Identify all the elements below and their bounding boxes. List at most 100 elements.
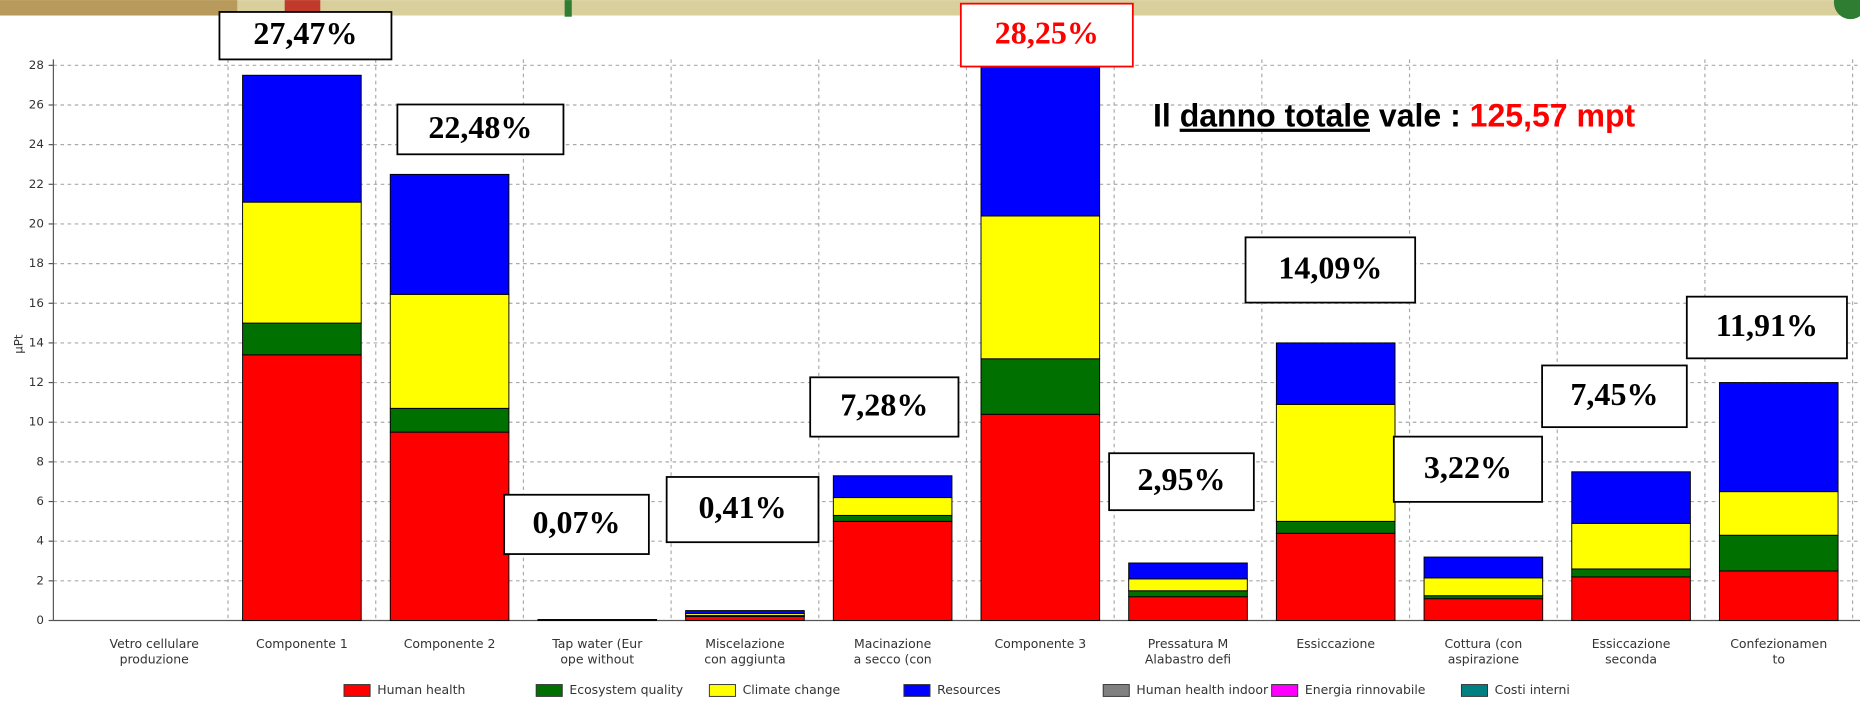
- percent-label: 0,41%: [699, 489, 787, 525]
- legend-label: Human health indoor: [1136, 682, 1269, 697]
- bar-segment: [389, 407, 510, 433]
- x-tick-label: Miscelazione con aggiunta: [704, 636, 785, 666]
- percent-box: [396, 103, 565, 156]
- percent-label: 3,22%: [1424, 449, 1512, 485]
- legend-swatch: [903, 684, 931, 697]
- bar-segment: [1571, 471, 1691, 524]
- x-tick-label: Tap water (Eur ope without: [551, 636, 643, 666]
- x-tick-label: Componente 1: [256, 636, 348, 651]
- percent-label: 0,07%: [532, 504, 620, 540]
- percent-label: 27,47%: [253, 15, 357, 51]
- bar-segment: [242, 201, 362, 324]
- bar-segment: [1275, 403, 1396, 522]
- bar-segment: [1275, 520, 1396, 534]
- percent-label: 28,25%: [995, 15, 1099, 51]
- percent-label: 2,95%: [1137, 461, 1225, 497]
- percent-box: [809, 376, 960, 438]
- bar-segment: [980, 64, 1101, 217]
- legend-swatch: [343, 684, 371, 697]
- y-tick-label: 8: [36, 454, 44, 468]
- y-tick-label: 4: [36, 534, 44, 548]
- bar-segment: [1275, 342, 1396, 405]
- legend-label: Climate change: [743, 682, 841, 697]
- bar-segment: [1423, 577, 1544, 597]
- legend-swatch: [535, 684, 563, 697]
- bar-segment: [1718, 570, 1839, 621]
- bar-segment: [389, 431, 510, 621]
- bar-segment: [1718, 491, 1839, 536]
- y-tick-label: 16: [29, 296, 44, 310]
- bar-segment: [537, 619, 658, 621]
- x-tick-label: Essiccazione: [1296, 636, 1375, 651]
- percent-box: [1244, 236, 1417, 304]
- y-tick-label: 18: [29, 256, 44, 270]
- legend-label: Human health: [377, 682, 465, 697]
- x-tick-label: Confezionamen to: [1730, 636, 1827, 666]
- bar-segment: [1571, 522, 1691, 570]
- y-tick-label: 2: [36, 573, 44, 587]
- bar-segment: [1128, 578, 1248, 592]
- percent-box: [665, 476, 820, 544]
- percent-label: 7,28%: [840, 387, 928, 423]
- legend-swatch: [1460, 684, 1488, 697]
- y-tick-label: 20: [29, 216, 44, 230]
- x-tick-label: Vetro cellulare produzione: [110, 636, 199, 666]
- header-decoration: [564, 0, 572, 17]
- bar-segment: [389, 173, 510, 295]
- legend-swatch: [1102, 684, 1130, 697]
- total-note: Il danno totale vale : 125,57 mpt: [1153, 98, 1636, 134]
- bar-segment: [832, 497, 953, 516]
- percent-box: [218, 11, 393, 61]
- y-tick-label: 26: [29, 97, 44, 111]
- legend-label: Ecosystem quality: [569, 682, 683, 697]
- bar-segment: [832, 520, 953, 621]
- legend-label: Resources: [937, 682, 1001, 697]
- legend-label: Energia rinnovabile: [1305, 682, 1426, 697]
- percent-box: [1541, 364, 1688, 429]
- y-tick-label: 24: [29, 137, 44, 151]
- bar-segment: [980, 413, 1101, 621]
- total-note-part: 125,57 mpt: [1470, 98, 1636, 134]
- bar-segment: [832, 475, 953, 499]
- y-axis-label: µPt: [11, 334, 25, 354]
- x-tick-label: Cottura (con aspirazione: [1444, 636, 1522, 666]
- legend-swatch: [1271, 684, 1299, 697]
- bar-segment: [832, 514, 953, 522]
- bar-segment: [685, 616, 805, 621]
- bar-segment: [1571, 576, 1691, 621]
- y-tick-label: 12: [29, 375, 44, 389]
- percent-box: [503, 493, 650, 555]
- bar-segment: [1275, 532, 1396, 621]
- x-tick-label: Pressatura M Alabastro defi: [1145, 636, 1231, 666]
- legend-swatch: [708, 684, 736, 697]
- header-decoration: [0, 0, 238, 16]
- x-tick-label: Macinazione a secco (con: [854, 636, 932, 666]
- x-tick-label: Essiccazione seconda: [1592, 636, 1671, 666]
- bar-segment: [1128, 596, 1248, 621]
- y-tick-label: 0: [36, 613, 44, 627]
- x-tick-label: Componente 3: [994, 636, 1086, 651]
- header-strip: [0, 0, 1860, 16]
- bar-segment: [1423, 556, 1544, 579]
- bar-segment: [1718, 382, 1839, 493]
- bar-segment: [980, 215, 1101, 360]
- bar-segment: [1128, 590, 1248, 598]
- percent-box: [1685, 295, 1848, 360]
- total-note-part: danno totale: [1180, 98, 1370, 134]
- y-tick-label: 14: [29, 335, 44, 349]
- bar-segment: [1423, 598, 1544, 621]
- bar-segment: [685, 610, 805, 615]
- y-tick-label: 22: [29, 177, 44, 191]
- bar-segment: [242, 354, 362, 621]
- percent-label: 7,45%: [1570, 376, 1658, 412]
- y-tick-label: 10: [29, 415, 44, 429]
- bar-segment: [389, 293, 510, 409]
- bar-segment: [1718, 534, 1839, 572]
- bar-segment: [242, 322, 362, 356]
- bar-segment: [1571, 568, 1691, 578]
- y-tick-label: 28: [29, 58, 44, 72]
- x-tick-label: Componente 2: [404, 636, 496, 651]
- bar-segment: [1128, 562, 1248, 580]
